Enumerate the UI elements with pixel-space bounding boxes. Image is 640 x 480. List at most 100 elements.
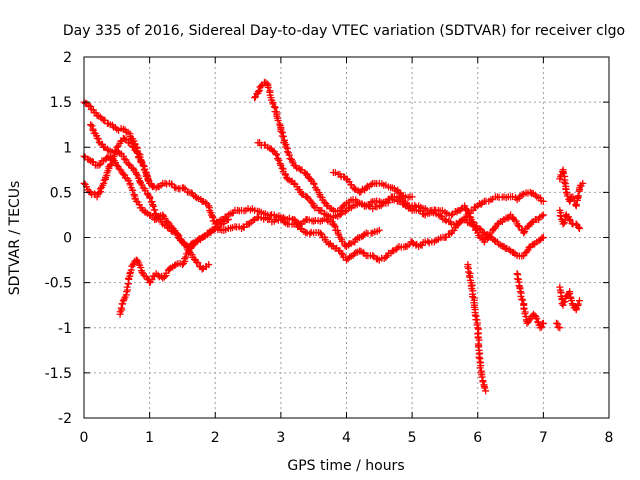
data-point-marker: [574, 300, 582, 308]
y-tick-label: 0: [63, 231, 72, 247]
x-tick-label: 5: [408, 430, 417, 446]
data-point-marker: [566, 215, 574, 223]
data-point-marker: [249, 216, 257, 224]
data-point-marker: [280, 218, 288, 226]
data-point-marker: [149, 201, 157, 209]
data-point-marker: [574, 192, 582, 200]
data-point-marker: [575, 297, 583, 305]
data-point-marker: [566, 290, 574, 298]
data-point-marker: [181, 255, 189, 263]
data-point-marker: [188, 242, 196, 250]
data-point-marker: [575, 224, 583, 232]
data-point-marker: [367, 181, 375, 189]
data-point-marker: [539, 319, 547, 327]
y-axis-ticks: 2 1.5 1 0.5 0 -0.5 -1 -1.5 -2: [45, 50, 609, 427]
data-point-marker: [362, 184, 370, 192]
data-point-marker: [528, 218, 536, 226]
data-point-marker: [128, 139, 136, 147]
data-point-marker: [96, 160, 104, 168]
data-point-marker: [121, 135, 129, 143]
data-point-marker: [518, 295, 526, 303]
y-tick-label: -0.5: [45, 276, 72, 292]
data-point-marker: [94, 135, 102, 143]
x-tick-label: 1: [145, 430, 154, 446]
data-point-marker: [514, 222, 522, 230]
x-axis-ticks: 0 1 2 3 4 5 6 7 8: [80, 57, 614, 446]
data-point-marker: [138, 181, 146, 189]
x-tick-label: 3: [276, 430, 285, 446]
data-point-marker: [139, 161, 147, 169]
data-point-marker: [182, 253, 190, 261]
data-point-marker: [559, 301, 567, 309]
data-point-marker: [566, 197, 574, 205]
data-point-marker: [119, 170, 127, 178]
y-tick-label: -1.5: [45, 366, 72, 382]
data-point-marker: [154, 271, 162, 279]
data-point-marker: [505, 246, 513, 254]
data-point-marker: [520, 229, 528, 237]
data-point-marker: [536, 324, 544, 332]
data-point-marker: [151, 206, 159, 214]
data-point-marker: [525, 316, 533, 324]
data-points: [80, 78, 587, 395]
data-point-marker: [560, 169, 568, 177]
data-point-marker: [553, 319, 560, 327]
data-point-marker: [538, 212, 546, 220]
data-point-marker: [560, 219, 568, 227]
data-point-marker: [408, 193, 416, 201]
data-point-marker: [175, 231, 183, 239]
data-point-marker: [202, 199, 210, 207]
data-point-marker: [119, 300, 127, 308]
data-point-marker: [454, 220, 462, 228]
data-point-marker: [117, 304, 125, 312]
data-point-marker: [160, 273, 168, 281]
data-point-marker: [579, 179, 587, 187]
data-point-marker: [274, 116, 282, 124]
y-tick-label: 1.5: [50, 95, 72, 111]
data-point-marker: [251, 93, 259, 101]
data-point-marker: [133, 148, 140, 156]
data-point-marker: [275, 156, 283, 164]
data-point-marker: [255, 86, 263, 94]
data-point-marker: [198, 265, 206, 273]
data-point-marker: [575, 223, 583, 231]
data-point-marker: [205, 261, 213, 269]
data-point-marker: [270, 103, 278, 111]
x-tick-label: 8: [605, 430, 614, 446]
data-point-marker: [149, 202, 157, 210]
data-point-marker: [556, 324, 564, 332]
x-axis-label: GPS time / hours: [287, 458, 404, 474]
data-point-marker: [341, 208, 349, 216]
data-point-marker: [369, 252, 377, 260]
data-point-marker: [562, 188, 570, 196]
data-point-marker: [465, 209, 473, 217]
data-point-marker: [408, 238, 416, 246]
data-point-marker: [538, 323, 546, 331]
data-point-marker: [107, 160, 115, 168]
data-point-marker: [441, 215, 449, 223]
data-point-marker: [137, 158, 145, 166]
data-point-marker: [533, 315, 541, 323]
data-point-marker: [274, 155, 282, 163]
data-point-marker: [448, 211, 455, 219]
data-point-marker: [476, 358, 484, 366]
data-point-marker: [520, 305, 528, 313]
data-point-marker: [279, 132, 287, 140]
data-point-marker: [290, 179, 298, 187]
data-point-marker: [330, 221, 338, 229]
data-point-marker: [392, 246, 400, 254]
data-point-marker: [277, 127, 285, 135]
data-point-marker: [224, 215, 232, 223]
data-point-marker: [559, 220, 567, 228]
data-point-marker: [478, 373, 486, 381]
data-point-marker: [317, 230, 325, 238]
data-point-marker: [510, 248, 518, 256]
data-point-marker: [338, 249, 346, 257]
data-point-marker: [173, 230, 181, 238]
data-point-marker: [476, 225, 484, 233]
data-point-marker: [282, 143, 290, 151]
data-point-marker: [133, 149, 141, 157]
data-point-marker: [110, 152, 118, 160]
data-point-marker: [113, 161, 121, 169]
